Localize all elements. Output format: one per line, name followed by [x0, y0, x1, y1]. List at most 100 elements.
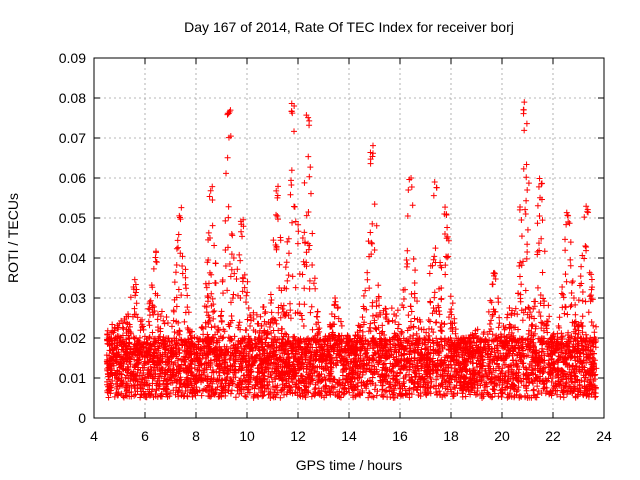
- data-point: [407, 303, 414, 310]
- data-point: [281, 391, 288, 398]
- data-point: [394, 336, 401, 343]
- data-point: [590, 322, 597, 329]
- data-point: [496, 320, 503, 327]
- data-point: [367, 160, 374, 167]
- data-point: [524, 186, 531, 193]
- data-point: [516, 273, 523, 280]
- data-point: [375, 282, 382, 289]
- data-point: [215, 369, 222, 376]
- data-point: [220, 369, 227, 376]
- data-point: [582, 298, 589, 305]
- data-point: [205, 257, 212, 264]
- data-point: [179, 262, 186, 269]
- data-point: [184, 304, 191, 311]
- data-point: [283, 259, 290, 266]
- data-point: [366, 389, 373, 396]
- data-point: [517, 259, 524, 266]
- data-point: [430, 304, 437, 311]
- data-point: [522, 211, 529, 218]
- data-point: [524, 241, 531, 248]
- data-point: [308, 393, 315, 400]
- data-point: [449, 300, 456, 307]
- data-point: [228, 251, 235, 258]
- data-point: [209, 380, 216, 387]
- data-point: [438, 296, 445, 303]
- data-point: [230, 254, 237, 261]
- data-point: [518, 233, 525, 240]
- data-point: [285, 235, 292, 242]
- data-point: [198, 324, 205, 331]
- data-point: [526, 305, 533, 312]
- data-point: [431, 289, 438, 296]
- data-point: [551, 361, 558, 368]
- data-point: [444, 254, 451, 261]
- data-point: [441, 321, 448, 328]
- data-point: [477, 382, 484, 389]
- data-point: [288, 182, 295, 189]
- data-point: [287, 191, 294, 198]
- data-point: [408, 291, 415, 298]
- data-point: [577, 335, 584, 342]
- data-point: [139, 316, 146, 323]
- data-point: [245, 304, 252, 311]
- data-point: [167, 390, 174, 397]
- data-point: [427, 343, 434, 350]
- data-point: [488, 317, 495, 324]
- data-point: [125, 335, 132, 342]
- data-point: [285, 350, 292, 357]
- data-point: [146, 322, 153, 329]
- data-point: [177, 250, 184, 257]
- data-point: [567, 239, 574, 246]
- data-point: [299, 234, 306, 241]
- data-point: [432, 245, 439, 252]
- data-point: [366, 324, 373, 331]
- data-point: [301, 301, 308, 308]
- data-point: [210, 309, 217, 316]
- data-point: [150, 367, 157, 374]
- data-point: [175, 231, 182, 238]
- data-point: [267, 371, 274, 378]
- data-point: [520, 165, 527, 172]
- data-point: [315, 372, 322, 379]
- data-point: [153, 259, 160, 266]
- data-point: [259, 393, 266, 400]
- data-point: [415, 325, 422, 332]
- data-point: [373, 303, 380, 310]
- data-point: [268, 309, 275, 316]
- data-point: [307, 309, 314, 316]
- data-point: [145, 318, 152, 325]
- data-point: [303, 212, 310, 219]
- data-point: [411, 315, 418, 322]
- data-point: [175, 319, 182, 326]
- data-point: [518, 217, 525, 224]
- data-point: [507, 362, 514, 369]
- data-point: [243, 327, 250, 334]
- data-point: [294, 240, 301, 247]
- data-point: [270, 315, 277, 322]
- data-point: [299, 271, 306, 278]
- data-point: [145, 305, 152, 312]
- data-point: [320, 337, 327, 344]
- data-point: [376, 309, 383, 316]
- data-point: [312, 384, 319, 391]
- data-point: [383, 342, 390, 349]
- data-point: [250, 309, 257, 316]
- data-point: [133, 311, 140, 318]
- data-point: [146, 334, 153, 341]
- data-point: [133, 300, 140, 307]
- data-point: [585, 309, 592, 316]
- data-point: [541, 248, 548, 255]
- data-point: [309, 261, 316, 268]
- data-point: [150, 265, 157, 272]
- data-point: [253, 311, 260, 318]
- data-point: [280, 302, 287, 309]
- data-point: [220, 290, 227, 297]
- data-point: [311, 386, 318, 393]
- data-point: [270, 327, 277, 334]
- data-point: [149, 329, 156, 336]
- data-point: [314, 308, 321, 315]
- data-point: [228, 312, 235, 319]
- data-point: [242, 299, 249, 306]
- data-point: [437, 327, 444, 334]
- data-point: [427, 299, 434, 306]
